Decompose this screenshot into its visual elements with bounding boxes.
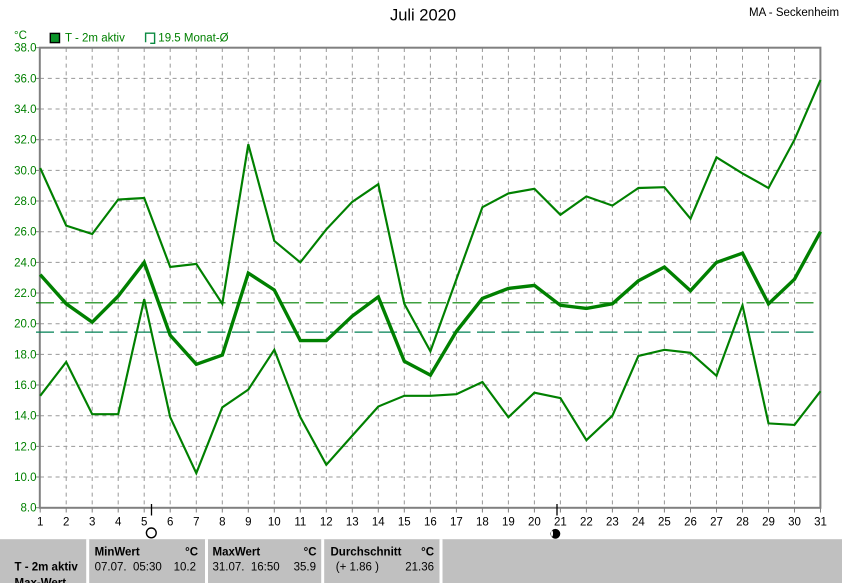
svg-text:6: 6 (167, 517, 173, 529)
svg-text:11: 11 (294, 517, 306, 529)
svg-text:26: 26 (684, 517, 697, 529)
svg-text:Durchschnitt: Durchschnitt (331, 547, 402, 559)
svg-text:10.2: 10.2 (174, 561, 196, 573)
svg-text:7: 7 (193, 517, 199, 529)
svg-text:10: 10 (268, 517, 281, 529)
svg-text:Max-Wert: Max-Wert (15, 578, 67, 583)
svg-text:35.9: 35.9 (294, 561, 316, 573)
svg-text:3: 3 (89, 517, 95, 529)
svg-text:18: 18 (476, 517, 489, 529)
svg-text:12.0: 12.0 (14, 441, 36, 453)
svg-text:28.0: 28.0 (14, 196, 36, 208)
svg-text:14.0: 14.0 (14, 411, 36, 423)
svg-text:1: 1 (37, 517, 43, 529)
svg-text:14: 14 (372, 517, 385, 529)
svg-text:26.0: 26.0 (14, 227, 36, 239)
svg-text:5: 5 (141, 517, 147, 529)
svg-text:30.0: 30.0 (14, 165, 36, 177)
svg-text:Juli 2020: Juli 2020 (390, 7, 456, 25)
svg-text:16: 16 (424, 517, 437, 529)
svg-text:10.0: 10.0 (14, 472, 36, 484)
svg-text:24: 24 (632, 517, 645, 529)
svg-text:13: 13 (346, 517, 359, 529)
svg-text:MA - Seckenheim: MA - Seckenheim (749, 7, 839, 19)
svg-text:°C: °C (304, 547, 317, 559)
svg-text:16.0: 16.0 (14, 380, 36, 392)
svg-text:T - 2m aktiv: T - 2m aktiv (65, 33, 125, 45)
svg-text:21.36: 21.36 (405, 561, 434, 573)
svg-text:20: 20 (528, 517, 541, 529)
svg-text:8: 8 (219, 517, 225, 529)
svg-text:°C: °C (185, 547, 198, 559)
svg-text:27: 27 (710, 517, 723, 529)
svg-text:MaxWert: MaxWert (213, 547, 261, 559)
svg-text:(+ 1.86 ): (+ 1.86 ) (336, 561, 379, 573)
svg-text:28: 28 (736, 517, 749, 529)
svg-text:4: 4 (115, 517, 122, 529)
svg-text:19.5 Monat-Ø: 19.5 Monat-Ø (158, 33, 228, 45)
svg-text:23: 23 (606, 517, 619, 529)
svg-text:12: 12 (320, 517, 333, 529)
svg-text:32.0: 32.0 (14, 135, 36, 147)
svg-text:17: 17 (450, 517, 463, 529)
svg-text:20.0: 20.0 (14, 319, 36, 331)
svg-text:07.07. 05:30: 07.07. 05:30 (95, 561, 162, 573)
svg-text:29: 29 (762, 517, 775, 529)
svg-text:34.0: 34.0 (14, 104, 36, 116)
svg-text:°C: °C (14, 30, 27, 42)
svg-text:22.0: 22.0 (14, 288, 36, 300)
svg-text:31: 31 (814, 517, 827, 529)
svg-text:31.07. 16:50: 31.07. 16:50 (213, 561, 280, 573)
svg-text:19: 19 (502, 517, 515, 529)
svg-text:25: 25 (658, 517, 671, 529)
svg-text:8.0: 8.0 (21, 503, 37, 515)
svg-text:MinWert: MinWert (95, 547, 140, 559)
svg-text:18.0: 18.0 (14, 349, 36, 361)
svg-text:36.0: 36.0 (14, 73, 36, 85)
svg-text:24.0: 24.0 (14, 257, 36, 269)
svg-text:30: 30 (788, 517, 801, 529)
svg-text:22: 22 (580, 517, 593, 529)
svg-text:2: 2 (63, 517, 69, 529)
svg-text:T - 2m aktiv: T - 2m aktiv (15, 562, 79, 574)
svg-text:21: 21 (554, 517, 567, 529)
svg-text:15: 15 (398, 517, 411, 529)
svg-text:°C: °C (421, 547, 434, 559)
svg-text:9: 9 (245, 517, 251, 529)
svg-text:38.0: 38.0 (14, 43, 36, 55)
